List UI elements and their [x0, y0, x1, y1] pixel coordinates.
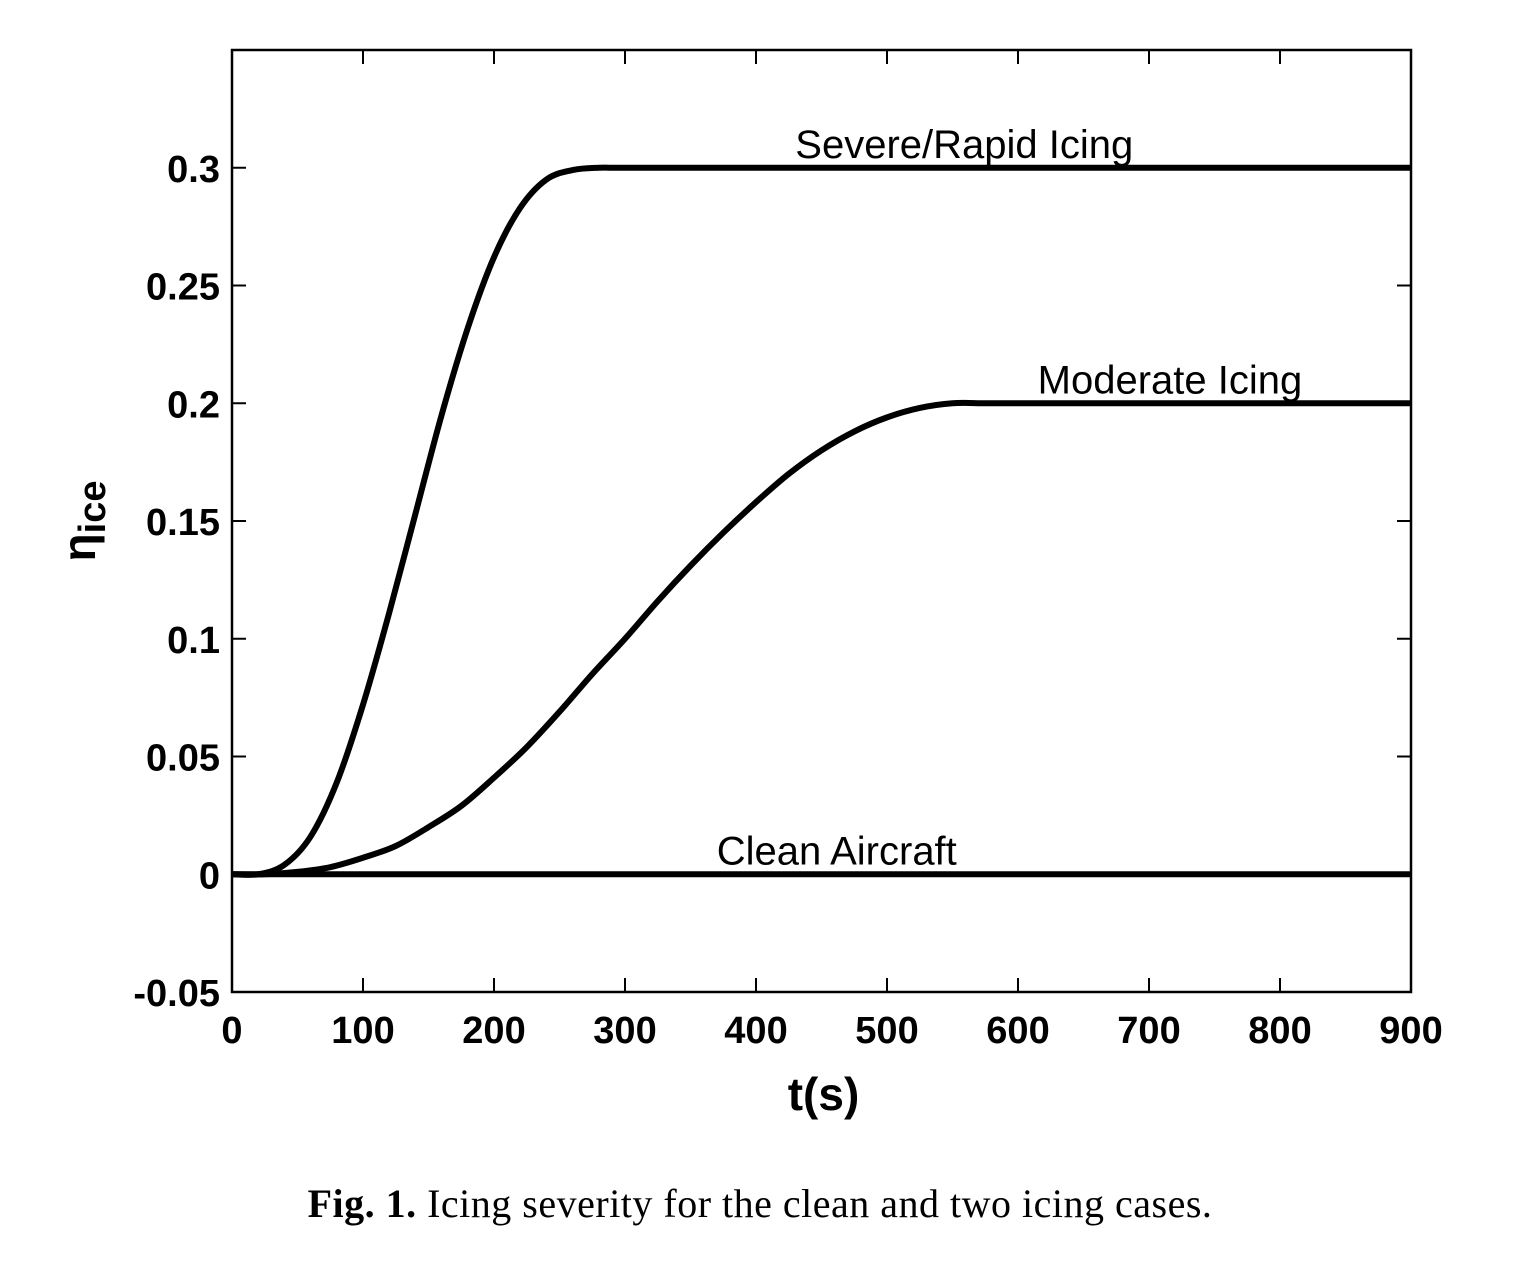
x-tick-label: 200	[462, 1010, 525, 1052]
x-tick-label: 800	[1248, 1010, 1311, 1052]
y-tick-label: 0.3	[167, 149, 220, 191]
annotation-moderate-icing: Moderate Icing	[1038, 358, 1303, 402]
y-tick-label: 0.25	[146, 267, 220, 309]
line-chart: 0 100 200 300 400 500 600 700 800 900-0.0500.050.…	[53, 48, 1443, 1120]
series-line-moderate-icing	[231, 399, 1411, 878]
x-tick-label: 400	[724, 1010, 787, 1052]
annotation-clean-aircraft: Clean Aircraft	[717, 829, 957, 873]
annotation-severe-rapid-icing: Severe/Rapid Icing	[795, 123, 1133, 167]
x-tick-label: 300	[593, 1010, 656, 1052]
y-axis-label-subscript: ice	[72, 481, 114, 534]
figure-caption: Fig. 1. Icing severity for the clean and…	[0, 1180, 1520, 1227]
series-lines	[231, 164, 1411, 878]
caption-text: Icing severity for the clean and two ici…	[416, 1181, 1213, 1226]
y-tick-label: 0	[199, 855, 220, 897]
series-annotations: Severe/Rapid Icing Moderate Icing Clean Ai…	[717, 123, 1303, 874]
x-tick-label: 900	[1379, 1010, 1442, 1052]
svg-text:ηice: ηice	[53, 481, 114, 562]
plot-frame	[230, 48, 1413, 994]
x-tick-label: 600	[986, 1010, 1049, 1052]
y-tick-label: 0.2	[167, 384, 220, 426]
series-line-severe-rapid-icing	[231, 164, 1411, 878]
y-axis-label: ηice	[53, 481, 114, 562]
y-tick-label: -0.05	[133, 973, 220, 1015]
x-tick-label: 500	[855, 1010, 918, 1052]
tick-labels: 0 100 200 300 400 500 600 700 800 900-0.0500.050.…	[133, 149, 1442, 1052]
x-tick-label: 100	[331, 1010, 394, 1052]
x-tick-label: 700	[1117, 1010, 1180, 1052]
y-tick-label: 0.15	[146, 502, 220, 544]
y-tick-label: 0.1	[167, 620, 220, 662]
x-axis-label: t(s)	[788, 1068, 860, 1120]
y-tick-label: 0.05	[146, 738, 220, 780]
y-axis-label-main: η	[53, 533, 105, 561]
figure-number: Fig. 1.	[307, 1181, 417, 1226]
x-tick-label: 0	[221, 1010, 242, 1052]
